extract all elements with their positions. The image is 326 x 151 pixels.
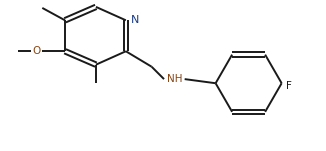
Text: N: N	[131, 15, 140, 25]
Text: O: O	[32, 46, 40, 56]
Text: F: F	[286, 81, 292, 91]
Text: NH: NH	[167, 74, 182, 84]
